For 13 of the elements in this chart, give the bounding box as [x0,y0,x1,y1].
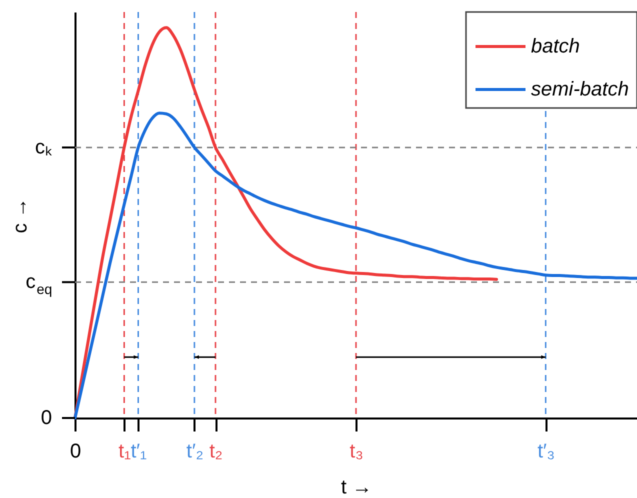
x-tick-label: t′₁ [130,440,147,462]
text: 0 [40,407,52,429]
ref-line-label: cₖ [35,136,52,158]
x-tick-label: t′₂ [186,440,204,462]
y-axis-title: c → [10,198,32,234]
x-axis-title: t → [340,476,372,498]
x-tick-label: 0 [70,440,82,462]
x-tick-label: t′₃ [537,440,555,462]
x-tick-label: t₃ [350,440,364,462]
x-tick-label: t₁ [118,440,132,462]
x-tick-label: t₂ [209,440,223,462]
legend-label: semi-batch [531,78,629,100]
legend-label: batch [531,36,580,58]
